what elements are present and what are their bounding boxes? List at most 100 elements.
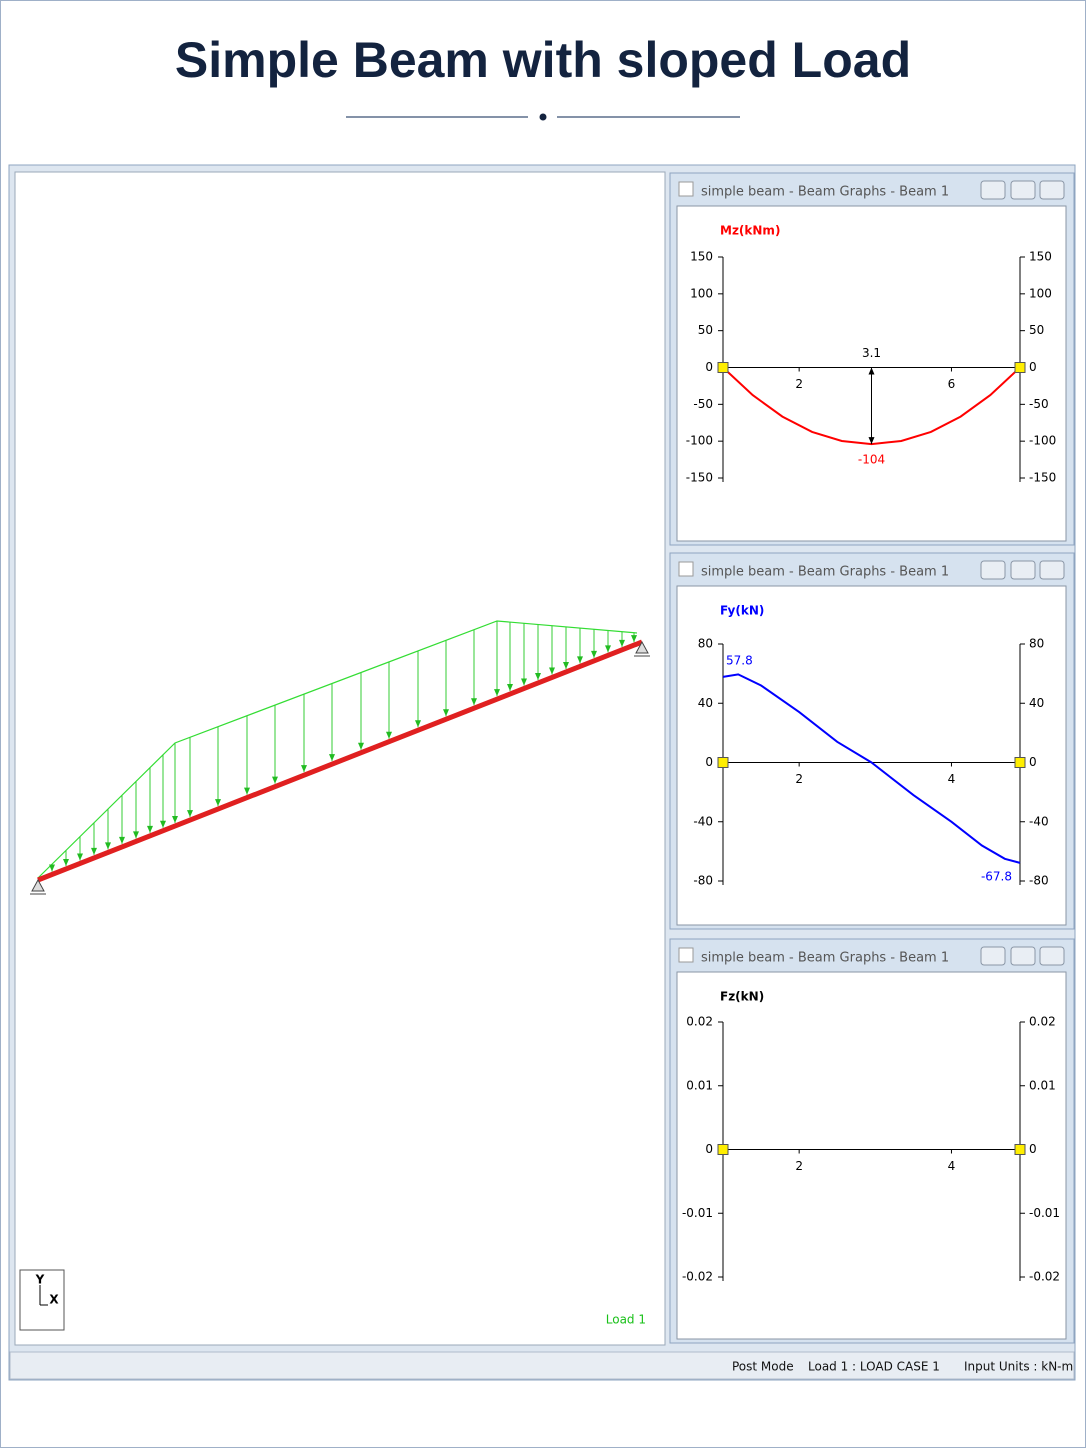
load-arrow-head	[605, 645, 611, 653]
window-close-button[interactable]	[1039, 180, 1065, 200]
load-arrow-head	[49, 864, 55, 872]
axis-triad	[19, 1269, 65, 1331]
load-arrow-head	[147, 825, 153, 833]
load-arrow-head	[563, 661, 569, 669]
window-icon	[678, 561, 694, 577]
load-arrow-head	[619, 639, 625, 647]
load-arrow-head	[631, 635, 637, 643]
load-arrow-head	[535, 672, 541, 680]
y2-tick-label: -100	[1029, 434, 1056, 448]
load-arrow-head	[133, 831, 139, 839]
y2-tick-label: 0	[1029, 755, 1037, 769]
y2-tick-label: -150	[1029, 471, 1056, 485]
y2-tick-label: 0.01	[1029, 1078, 1056, 1092]
x-tick-label: 2	[795, 772, 803, 786]
support-node	[1014, 362, 1026, 373]
y2-tick-label: 0	[1029, 1142, 1037, 1156]
y-tick-label: 80	[698, 637, 713, 651]
y-tick-label: 0	[705, 755, 713, 769]
window-icon	[678, 947, 694, 963]
load-arrow-head	[415, 720, 421, 728]
window-title: simple beam - Beam Graphs - Beam 1	[701, 185, 949, 200]
y2-tick-label: -50	[1029, 397, 1049, 411]
load-arrow-head	[549, 667, 555, 675]
y-tick-label: 40	[698, 696, 713, 710]
support-node	[717, 1144, 729, 1155]
load-arrow-head	[577, 656, 583, 664]
status-load-case: Load 1 : LOAD CASE 1	[808, 1360, 940, 1374]
load-arrow-head	[591, 650, 597, 658]
status-mode: Post Mode	[732, 1360, 794, 1374]
y-tick-label: 100	[690, 286, 713, 300]
load-arrow-head	[521, 678, 527, 686]
graph-windows: simple beam - Beam Graphs - Beam 1 Mz(kNm…	[669, 172, 1075, 1344]
load-arrow-head	[215, 799, 221, 807]
y2-tick-label: 40	[1029, 696, 1044, 710]
y-tick-label: -150	[686, 471, 713, 485]
load-arrow-head	[91, 847, 97, 855]
window-maximize-button[interactable]	[1010, 180, 1036, 200]
annotation: 3.1	[862, 346, 881, 360]
y-tick-label: 0	[705, 1142, 713, 1156]
window-title: simple beam - Beam Graphs - Beam 1	[701, 951, 949, 966]
y2-tick-label: -0.02	[1029, 1270, 1060, 1284]
beam	[37, 639, 643, 883]
status-bar	[9, 1351, 1075, 1380]
y-tick-label: 0	[705, 360, 713, 374]
support	[31, 878, 45, 892]
window-minimize-button[interactable]	[980, 560, 1006, 580]
load-arrow-head	[172, 816, 178, 824]
support-node	[717, 362, 729, 373]
load-arrow-head	[160, 820, 166, 828]
y2-tick-label: 100	[1029, 286, 1052, 300]
support-node	[717, 757, 729, 768]
window-close-button[interactable]	[1039, 946, 1065, 966]
window-icon	[678, 181, 694, 197]
window-maximize-button[interactable]	[1010, 560, 1036, 580]
value-label: -67.8	[981, 869, 1012, 883]
y-tick-label: -0.01	[682, 1206, 713, 1220]
support-node	[1014, 757, 1026, 768]
load-arrow-head	[119, 836, 125, 844]
window-maximize-button[interactable]	[1010, 946, 1036, 966]
y-tick-label: -80	[693, 874, 713, 888]
y-tick-label: -0.02	[682, 1270, 713, 1284]
x-tick-label: 2	[795, 1159, 803, 1173]
load-arrow-head	[105, 842, 111, 850]
load-arrow-head	[301, 765, 307, 773]
window-minimize-button[interactable]	[980, 946, 1006, 966]
load-arrow-head	[507, 684, 513, 692]
graph-area	[676, 585, 1067, 926]
load-arrow-head	[63, 858, 69, 866]
y-tick-label: 0.02	[686, 1015, 713, 1029]
load-arrow-head	[494, 689, 500, 697]
y-tick-label: 50	[698, 323, 713, 337]
y2-tick-label: 0.02	[1029, 1015, 1056, 1029]
y-tick-label: -40	[693, 814, 713, 828]
load-arrow-head	[386, 731, 392, 739]
window-close-button[interactable]	[1039, 560, 1065, 580]
y2-tick-label: 150	[1029, 250, 1052, 264]
y2-tick-label: 80	[1029, 637, 1044, 651]
y-axis-title: Fy(kN)	[720, 604, 764, 618]
page-title: Simple Beam with sloped Load	[175, 32, 911, 88]
load-arrow-head	[329, 754, 335, 762]
load-arrow-head	[272, 776, 278, 784]
axis-y-label: Y	[35, 1273, 45, 1287]
curve	[722, 673, 1021, 864]
load-arrow-head	[358, 742, 364, 750]
x-tick-label: 4	[948, 1159, 956, 1173]
y2-tick-label: 0	[1029, 360, 1037, 374]
load-arrow-head	[471, 698, 477, 706]
value-label: 57.8	[726, 653, 753, 667]
window-minimize-button[interactable]	[980, 180, 1006, 200]
y2-tick-label: -80	[1029, 874, 1049, 888]
support	[635, 640, 649, 654]
graph-area	[676, 971, 1067, 1340]
y2-tick-label: -40	[1029, 814, 1049, 828]
y-axis-title: Mz(kNm)	[720, 224, 780, 238]
y-tick-label: -100	[686, 434, 713, 448]
load-arrow-head	[77, 853, 83, 861]
window-title: simple beam - Beam Graphs - Beam 1	[701, 565, 949, 580]
